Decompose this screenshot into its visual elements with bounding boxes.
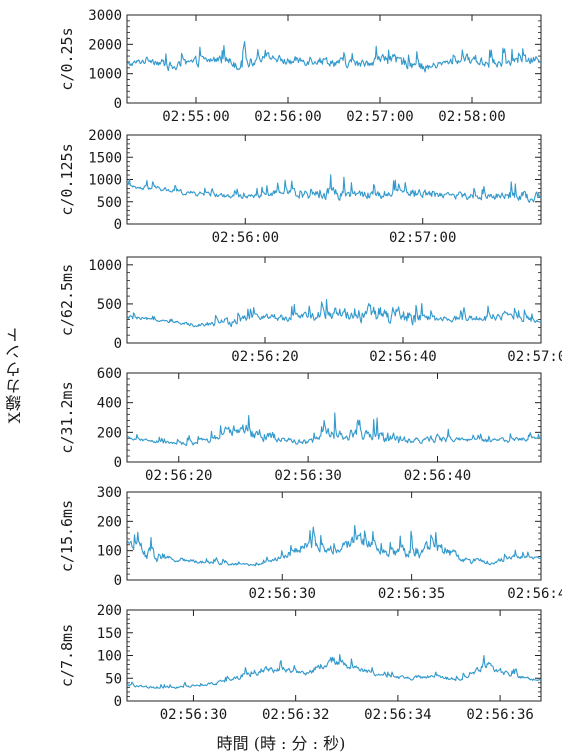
y-tick-label: 0	[114, 217, 122, 233]
panel-3-frame	[126, 256, 542, 344]
y-tick-label: 200	[97, 425, 122, 441]
x-tick-label: 02:56:00	[212, 230, 279, 246]
panel-5-ylabel: c/15.6ms	[58, 500, 76, 572]
x-tick-label: 02:58:00	[438, 109, 505, 125]
y-tick-label: 1000	[88, 258, 122, 274]
x-tick-label: 02:56:00	[254, 109, 321, 125]
panel-6-ylabel: c/7.8ms	[58, 624, 76, 687]
x-tick-label: 02:56:40	[369, 349, 436, 365]
y-tick-label: 500	[97, 195, 122, 211]
panel-1-frame	[126, 14, 542, 104]
y-tick-label: 600	[97, 366, 122, 382]
x-tick-label: 02:56:35	[378, 586, 445, 602]
y-tick-label: 2000	[88, 37, 122, 53]
figure-xlabel: 時間 (時 : 分 : 秒)	[216, 734, 346, 753]
y-tick-label: 200	[97, 514, 122, 530]
figure-ylabel-text: X線カウント	[5, 326, 24, 424]
x-tick-label: 02:56:20	[231, 349, 298, 365]
x-tick-label: 02:55:00	[162, 109, 229, 125]
x-tick-label: 02:57:00	[389, 230, 456, 246]
panel-6: 0 50 100 150 200 02:56:30 02:56:32 02:56:34 02:5…	[58, 603, 542, 723]
panel-3-ylabel: c/62.5ms	[58, 264, 76, 336]
panel-4-series-line	[126, 412, 542, 446]
panel-4: 0 200 400 600 02:56:20 02:56:30 02:56:40 c/31.2…	[58, 366, 542, 484]
panel-1-series-line	[126, 41, 542, 73]
y-tick-label: 0	[114, 694, 122, 710]
y-tick-label: 0	[114, 455, 122, 471]
y-tick-label: 3000	[88, 8, 122, 24]
y-tick-label: 300	[97, 485, 122, 501]
panel-2-series-line	[126, 174, 542, 203]
y-tick-label: 150	[97, 626, 122, 642]
y-tick-label: 100	[97, 649, 122, 665]
x-tick-label: 02:56:40	[507, 586, 562, 602]
y-tick-label: 0	[114, 336, 122, 352]
x-tick-label: 02:56:36	[466, 707, 533, 723]
y-tick-label: 100	[97, 544, 122, 560]
y-tick-label: 0	[114, 573, 122, 589]
y-tick-label: 50	[105, 671, 122, 687]
figure-ylabel: X線カウント	[0, 250, 30, 500]
y-tick-label: 500	[97, 297, 122, 313]
x-tick-label: 02:57:00	[346, 109, 413, 125]
x-tick-label: 02:56:34	[364, 707, 431, 723]
y-tick-label: 1500	[88, 150, 122, 166]
x-tick-label: 02:56:40	[404, 468, 471, 484]
x-tick-label: 02:56:30	[274, 468, 341, 484]
y-tick-label: 0	[114, 96, 122, 112]
panel-3-series-line	[126, 299, 542, 328]
panel-1: 0 1000 2000 3000 02:55:00 02:56:00 02:57:00 02:…	[58, 8, 542, 125]
x-tick-label: 02:57:00	[507, 349, 562, 365]
y-tick-label: 400	[97, 396, 122, 412]
y-tick-label: 1000	[88, 67, 122, 83]
panel-2-ylabel: c/0.125s	[58, 143, 76, 215]
y-tick-label: 2000	[88, 128, 122, 144]
panel-5: 0 100 200 300 02:56:30 02:56:35 02:56:40 c/15.6…	[58, 485, 562, 602]
panel-4-frame	[126, 372, 542, 463]
y-tick-label: 200	[97, 603, 122, 619]
x-tick-label: 02:56:30	[249, 586, 316, 602]
panel-3: 0 500 1000 02:56:20 02:56:40 02:57:00 c/62.5ms	[58, 256, 562, 365]
panel-4-ylabel: c/31.2ms	[58, 381, 76, 453]
panel-2-frame	[126, 134, 542, 225]
panel-1-ylabel: c/0.25s	[58, 27, 76, 90]
x-tick-label: 02:56:20	[145, 468, 212, 484]
panel-6-series-line	[126, 653, 542, 690]
y-tick-label: 1000	[88, 173, 122, 189]
panel-2: 0 500 1000 1500 2000 02:56:00 02:57:00 c/0.125s	[58, 128, 542, 246]
x-tick-label: 02:56:32	[262, 707, 329, 723]
panel-5-frame	[126, 491, 542, 581]
x-tick-label: 02:56:30	[160, 707, 227, 723]
panel-5-series-line	[126, 524, 542, 567]
